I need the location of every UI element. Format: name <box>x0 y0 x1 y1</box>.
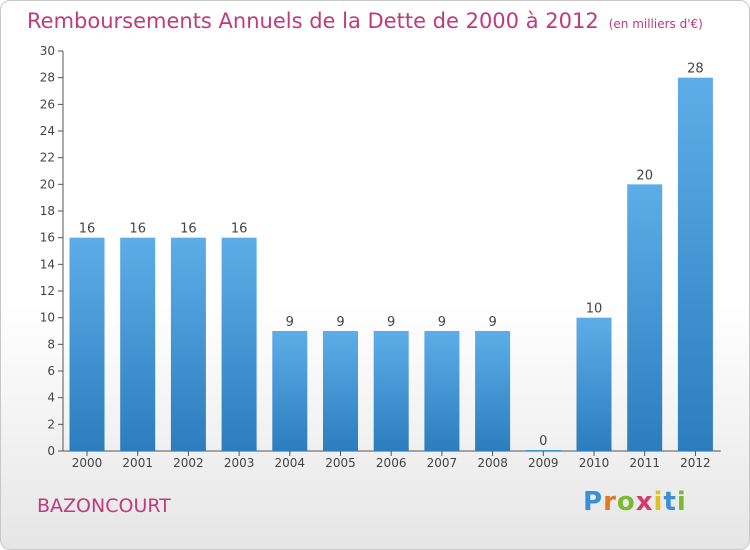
bar <box>525 450 561 451</box>
data-label: 0 <box>539 434 547 449</box>
data-label: 28 <box>687 62 704 77</box>
bar <box>475 331 511 451</box>
y-tick-label: 16 <box>40 231 55 245</box>
logo-letter: r <box>603 487 617 517</box>
x-tick-label: 2010 <box>579 456 610 470</box>
y-tick-label: 8 <box>47 337 55 351</box>
logo-letter: t <box>663 487 677 517</box>
bar <box>69 237 105 451</box>
logo-letter: i <box>653 487 664 517</box>
data-label: 9 <box>438 315 446 330</box>
y-tick-label: 18 <box>40 204 55 218</box>
y-tick-label: 22 <box>40 151 55 165</box>
y-tick-label: 20 <box>40 177 55 191</box>
bar <box>576 317 612 451</box>
town-name: BAZONCOURT <box>37 495 171 517</box>
bar <box>170 237 206 451</box>
x-tick-label: 2008 <box>477 456 508 470</box>
x-tick-label: 2012 <box>680 456 711 470</box>
bar <box>221 237 257 451</box>
x-tick-label: 2002 <box>173 456 204 470</box>
y-tick-label: 24 <box>40 124 55 138</box>
data-label: 16 <box>79 222 96 237</box>
chart-unit-label: (en milliers d'€) <box>608 17 703 31</box>
x-tick-label: 2011 <box>629 456 660 470</box>
y-tick-label: 12 <box>40 284 55 298</box>
chart-title-text: Remboursements Annuels de la Dette de 20… <box>27 9 599 33</box>
bar <box>627 184 663 452</box>
y-tick-label: 4 <box>47 391 55 405</box>
x-tick-label: 2006 <box>376 456 407 470</box>
data-label: 9 <box>286 315 294 330</box>
data-label: 9 <box>336 315 344 330</box>
logo-letter: x <box>635 487 654 517</box>
data-label: 16 <box>180 222 197 237</box>
data-label: 16 <box>129 222 146 237</box>
x-tick-label: 2001 <box>122 456 153 470</box>
y-tick-label: 10 <box>40 311 55 325</box>
y-tick-label: 26 <box>40 97 55 111</box>
x-tick-label: 2005 <box>325 456 356 470</box>
x-tick-label: 2007 <box>427 456 458 470</box>
bar <box>424 331 460 451</box>
y-tick-label: 30 <box>40 44 55 58</box>
y-tick-label: 14 <box>40 257 55 271</box>
data-label: 20 <box>636 168 653 183</box>
data-label: 9 <box>488 315 496 330</box>
bar <box>677 77 713 452</box>
y-tick-label: 2 <box>47 417 55 431</box>
y-tick-label: 6 <box>47 364 55 378</box>
bar <box>120 237 156 451</box>
logo-letter: o <box>616 487 636 517</box>
x-tick-label: 2003 <box>224 456 255 470</box>
bar <box>373 331 409 451</box>
data-label: 9 <box>387 315 395 330</box>
x-tick-label: 2004 <box>275 456 306 470</box>
x-tick-label: 2000 <box>72 456 103 470</box>
bar <box>323 331 358 451</box>
data-label: 10 <box>586 302 603 317</box>
chart-title: Remboursements Annuels de la Dette de 20… <box>27 9 703 33</box>
bar <box>272 331 308 451</box>
data-label: 16 <box>231 222 248 237</box>
logo-letter: i <box>676 487 687 517</box>
x-tick-label: 2009 <box>528 456 559 470</box>
y-tick-label: 28 <box>40 71 55 85</box>
proxiti-logo: Proxiti <box>583 487 687 517</box>
y-tick-label: 0 <box>47 444 55 458</box>
logo-letter: P <box>583 487 604 517</box>
